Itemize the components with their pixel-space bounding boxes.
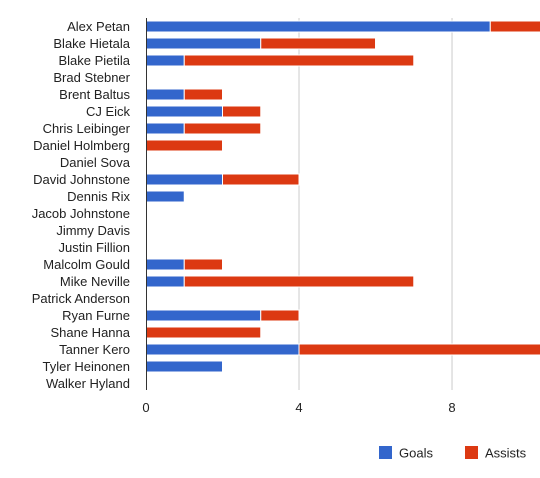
bar-goals — [145, 258, 185, 271]
bar-goals — [145, 275, 185, 288]
bar-assists — [145, 326, 262, 339]
bar-goals — [145, 309, 262, 322]
category-label: Daniel Sova — [60, 155, 131, 170]
category-label: Jacob Johnstone — [32, 206, 130, 221]
category-label: CJ Eick — [86, 104, 131, 119]
legend-label-assists: Assists — [485, 446, 527, 461]
bar-assists — [183, 258, 224, 271]
bar-assists — [222, 173, 300, 186]
category-label: Walker Hyland — [46, 376, 130, 391]
category-label: Malcolm Gould — [43, 257, 130, 272]
x-tick-label: 0 — [142, 400, 149, 415]
legend-label-goals: Goals — [399, 446, 433, 461]
legend: Goals Assists — [379, 446, 527, 461]
bar-assists — [183, 122, 262, 135]
category-label: David Johnstone — [33, 172, 130, 187]
x-tick-label: 8 — [448, 400, 455, 415]
category-label: Ryan Furne — [62, 308, 130, 323]
category-label: Chris Leibinger — [43, 121, 131, 136]
legend-swatch-assists — [465, 446, 478, 459]
legend-swatch-goals — [379, 446, 392, 459]
bar-assists — [183, 88, 224, 101]
bar-goals — [145, 105, 224, 118]
category-label: Tanner Kero — [59, 342, 130, 357]
category-label: Patrick Anderson — [32, 291, 130, 306]
bar-goals — [145, 343, 300, 356]
category-label: Jimmy Davis — [56, 223, 130, 238]
bar-assists — [145, 139, 224, 152]
gridlines — [298, 18, 453, 390]
category-labels: Alex Petan Blake Hietala Blake Pietila Brad… — [32, 19, 131, 391]
category-label: Mike Neville — [60, 274, 130, 289]
bar-goals — [145, 190, 185, 203]
bar-goals — [145, 360, 224, 373]
bar-goals — [145, 37, 262, 50]
category-label: Daniel Holmberg — [33, 138, 130, 153]
category-label: Blake Hietala — [53, 36, 130, 51]
category-label: Brent Baltus — [59, 87, 130, 102]
bar-assists — [260, 309, 300, 322]
category-label: Justin Fillion — [58, 240, 130, 255]
tick-labels: 0 4 8 — [142, 400, 455, 415]
bar-assists — [183, 275, 415, 288]
category-label: Alex Petan — [67, 19, 130, 34]
bar-goals — [145, 173, 224, 186]
bar-assists — [298, 343, 540, 356]
bar-goals — [145, 20, 491, 33]
bar-goals — [145, 88, 185, 101]
bar-assists — [183, 54, 415, 67]
category-label: Dennis Rix — [67, 189, 130, 204]
bar-assists — [489, 20, 540, 33]
bar-goals — [145, 54, 185, 67]
bar-assists — [260, 37, 377, 50]
category-label: Blake Pietila — [58, 53, 130, 68]
bars — [145, 20, 540, 373]
category-label: Shane Hanna — [50, 325, 130, 340]
x-tick-label: 4 — [295, 400, 302, 415]
category-label: Tyler Heinonen — [43, 359, 130, 374]
bar-assists — [222, 105, 262, 118]
category-label: Brad Stebner — [53, 70, 130, 85]
bar-goals — [145, 122, 185, 135]
